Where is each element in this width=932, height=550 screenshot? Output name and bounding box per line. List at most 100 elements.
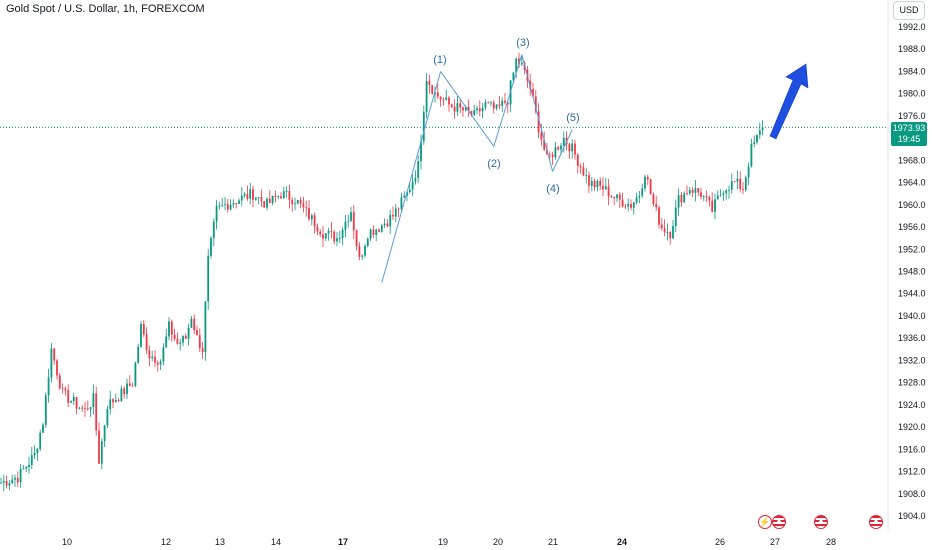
price-tick-label: 1940.0	[898, 311, 926, 321]
candle-body	[95, 393, 98, 431]
candle-body	[403, 195, 406, 198]
candle-body	[537, 111, 540, 133]
candle-body	[588, 175, 590, 186]
candle-body	[254, 197, 257, 200]
candle-body	[464, 106, 467, 111]
candle-body	[470, 110, 473, 116]
candle-body	[333, 231, 336, 242]
candle-body	[305, 207, 308, 209]
candle-body	[156, 362, 159, 365]
candle-body	[232, 203, 235, 205]
candle-body	[492, 102, 495, 109]
candle-body	[364, 245, 366, 256]
candle-body	[201, 348, 204, 353]
candle-body	[431, 84, 434, 94]
candle-body	[490, 102, 492, 104]
candle-body	[187, 327, 190, 339]
price-tick-label: 1980.0	[898, 89, 926, 99]
candle-body	[257, 197, 260, 198]
candle-body	[700, 192, 702, 198]
bar-countdown: 19:45	[897, 134, 921, 144]
candle-body	[705, 196, 708, 198]
candle-body	[560, 145, 562, 150]
candle-body	[456, 103, 459, 112]
candle-body	[148, 350, 151, 359]
candle-body	[193, 318, 196, 331]
price-tick-label: 1952.0	[898, 244, 926, 254]
candle-body	[630, 203, 632, 208]
candle-body	[16, 477, 19, 483]
candle-body	[330, 230, 333, 232]
candle-body	[5, 480, 8, 486]
candle-body	[411, 181, 414, 190]
candle-body	[176, 338, 179, 344]
us-flag-event-icon[interactable]	[772, 515, 786, 529]
candle-body	[145, 334, 148, 351]
us-flag-event-icon[interactable]	[869, 515, 883, 529]
candle-body	[677, 194, 680, 208]
candle-body	[697, 188, 700, 193]
candle-body	[599, 180, 602, 186]
up-arrow-icon	[769, 63, 809, 140]
candle-body	[478, 108, 481, 112]
candle-body	[72, 397, 75, 402]
candle-body	[288, 191, 291, 200]
wave-label: (3)	[516, 37, 529, 49]
candle-body	[196, 330, 198, 336]
candle-body	[215, 205, 218, 222]
candle-body	[81, 407, 84, 409]
candle-body	[484, 102, 487, 108]
price-tick-label: 1948.0	[898, 267, 926, 277]
currency-button[interactable]: USD	[893, 1, 925, 20]
candle-body	[128, 383, 131, 386]
price-tick-label: 1984.0	[898, 66, 926, 76]
candle-body	[604, 186, 607, 190]
candle-body	[210, 237, 212, 257]
time-tick-label: 20	[493, 537, 503, 547]
time-axis[interactable]: 10 12 13 14 17 19 20 21 24 26 27 28	[62, 537, 836, 547]
candle-body	[532, 88, 534, 97]
candle-body	[268, 198, 271, 204]
candle-body	[627, 203, 630, 207]
wave-segment	[440, 71, 495, 147]
candle-body	[747, 166, 750, 178]
candle-body	[64, 388, 67, 391]
candle-body	[579, 166, 582, 168]
price-axis[interactable]: 1904.0 1908.0 1912.0 1916.0 1920.0 1924.0 1928…	[887, 0, 926, 530]
candle-body	[498, 104, 501, 106]
candle-body	[165, 336, 168, 348]
candle-body	[669, 232, 672, 239]
candle-body	[212, 221, 215, 238]
candle-body	[266, 198, 268, 208]
candle-body	[504, 100, 506, 103]
candle-body	[238, 200, 240, 204]
time-tick-label: 28	[826, 537, 836, 547]
candle-body	[397, 208, 400, 210]
candle-body	[361, 255, 364, 257]
candle-body	[240, 195, 243, 201]
us-flag-event-icon[interactable]	[814, 515, 828, 529]
candle-body	[235, 203, 238, 205]
candle-body	[540, 132, 543, 140]
candle-body	[644, 176, 646, 189]
price-tick-label: 1992.0	[898, 22, 926, 32]
candle-body	[131, 385, 134, 387]
time-tick-label: 26	[715, 537, 725, 547]
candle-body	[114, 400, 117, 403]
time-tick-label: 10	[62, 537, 72, 547]
price-tick-label: 1944.0	[898, 289, 926, 299]
candle-body	[414, 178, 417, 182]
candle-body	[694, 188, 697, 193]
candle-body	[582, 167, 585, 176]
candle-body	[616, 194, 618, 199]
candle-body	[42, 424, 44, 433]
candle-body	[218, 205, 221, 207]
lightning-event-icon[interactable]: ⚡	[758, 515, 772, 529]
candle-body	[439, 96, 442, 100]
price-tick-label: 1908.0	[898, 489, 926, 499]
candle-body	[319, 231, 322, 235]
candle-body	[394, 208, 397, 217]
candle-body	[691, 190, 694, 193]
candle-body	[568, 144, 571, 152]
